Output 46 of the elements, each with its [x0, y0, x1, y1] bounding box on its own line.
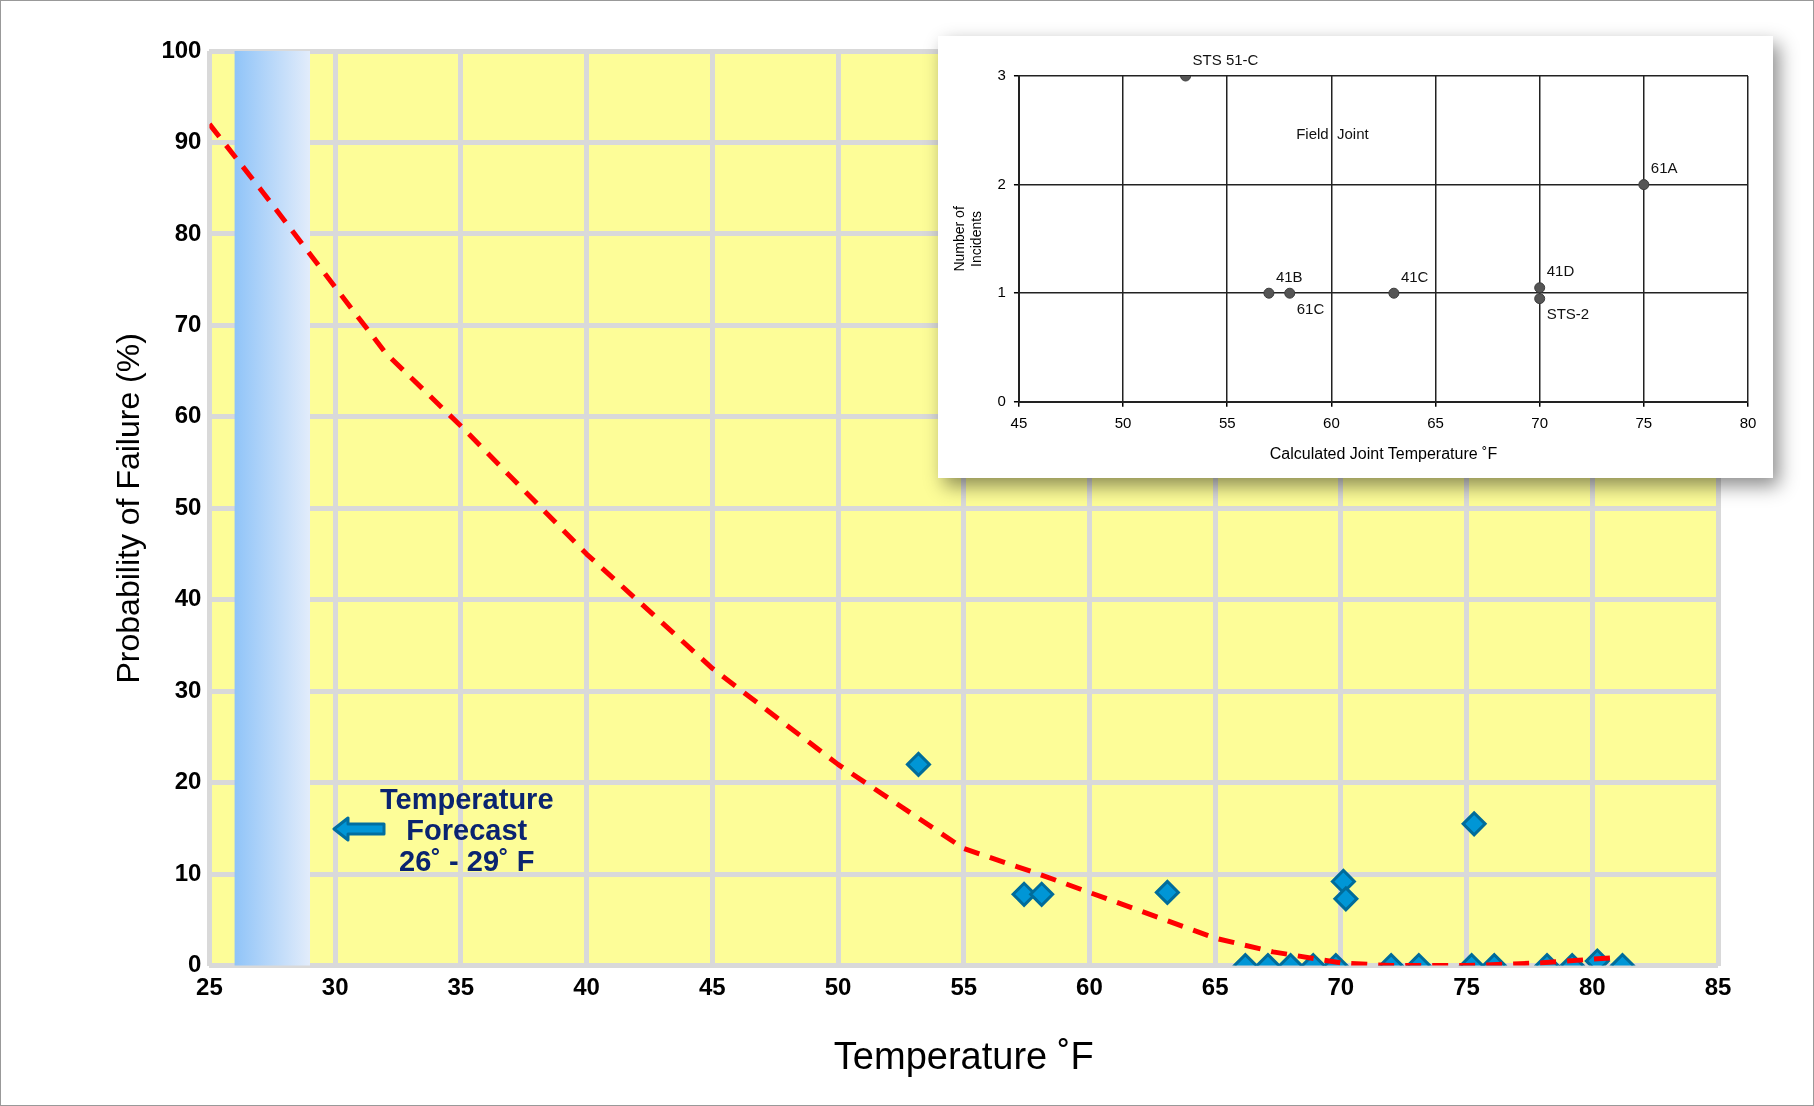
x-tick-label: 75	[1453, 972, 1480, 1000]
x-tick-label: 45	[1010, 413, 1028, 431]
y-tick-label: 100	[161, 35, 202, 63]
x-tick-label: 75	[1635, 413, 1653, 431]
x-tick-label: 50	[1114, 413, 1132, 431]
x-tick-label: 30	[321, 972, 349, 1000]
y-tick-label: 90	[174, 127, 202, 155]
y-tick-label: 20	[174, 767, 202, 795]
annotation: 61C	[1296, 299, 1325, 317]
x-tick-label: 40	[573, 972, 600, 1000]
x-tick-label: 45	[698, 972, 726, 1000]
annotation: 61A	[1650, 159, 1678, 177]
y-tick-label: 50	[174, 492, 202, 520]
x-tick-label: 70	[1531, 413, 1549, 431]
x-tick-label: 65	[1427, 413, 1444, 431]
y-tick-label: 1	[997, 283, 1006, 301]
x-tick-label: 70	[1327, 972, 1355, 1000]
y-tick-label: 40	[174, 584, 202, 612]
x-tick-label: 85	[1704, 972, 1732, 1000]
x-tick-label: 55	[950, 972, 978, 1000]
x-axis-title: Calculated Joint Temperature ˚F	[1269, 444, 1498, 462]
annotation: STS-2	[1546, 305, 1590, 323]
x-tick-label: 80	[1739, 413, 1757, 431]
annotation: 41B	[1275, 267, 1303, 285]
y-tick-label: 10	[174, 858, 202, 886]
x-tick-label: 60	[1323, 413, 1340, 431]
y-tick-label: 30	[174, 675, 202, 703]
x-tick-label: 50	[824, 972, 852, 1000]
annotation: 41D	[1546, 262, 1575, 280]
x-tick-label: 80	[1578, 972, 1606, 1000]
band-label: Temperature Forecast 26˚ - 29˚ F	[380, 782, 554, 877]
x-tick-label: 60	[1076, 972, 1103, 1000]
x-tick-label: 55	[1218, 413, 1236, 431]
annotation: Field Joint	[1296, 124, 1370, 142]
x-axis-title: Temperature ˚F	[833, 1034, 1094, 1077]
y-tick-label: 70	[174, 310, 202, 338]
y-axis-title: Number of Incidents	[951, 206, 985, 272]
x-tick-label: 35	[447, 972, 475, 1000]
y-tick-label: 80	[174, 218, 202, 246]
annotation: 41C	[1400, 267, 1429, 285]
y-tick-label: 2	[997, 174, 1006, 192]
x-tick-label: 65	[1201, 972, 1229, 1000]
y-tick-label: 0	[997, 391, 1006, 409]
y-axis-title: Probability of Failure (%)	[110, 333, 147, 684]
y-tick-label: 3	[997, 66, 1006, 84]
annotation: STS 51-C	[1192, 50, 1259, 68]
